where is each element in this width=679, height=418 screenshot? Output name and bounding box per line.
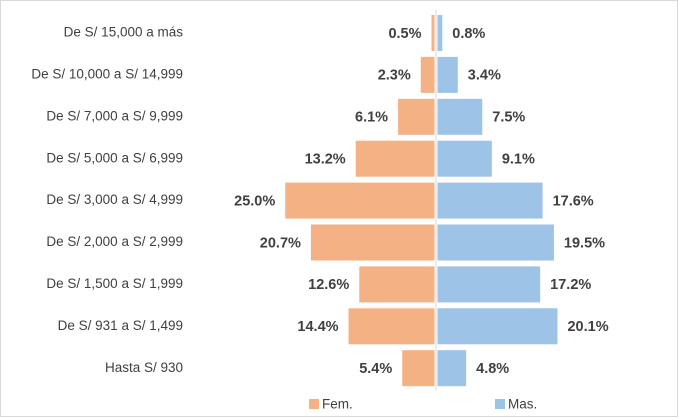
data-label: 6.1% xyxy=(355,110,388,126)
category-label: De S/ 5,000 a S/ 6,999 xyxy=(46,150,183,165)
bar xyxy=(355,140,435,177)
data-label: 13.2% xyxy=(305,152,346,168)
bar xyxy=(402,350,435,387)
bar xyxy=(310,224,435,261)
data-label: 3.4% xyxy=(468,68,501,84)
data-label: 17.6% xyxy=(553,193,594,209)
bar xyxy=(437,266,541,303)
data-label: 9.1% xyxy=(502,152,535,168)
data-label: 0.8% xyxy=(452,26,485,42)
bar xyxy=(437,56,458,93)
category-label: De S/ 15,000 a más xyxy=(64,25,184,40)
data-label: 20.1% xyxy=(567,319,608,335)
data-label: 5.4% xyxy=(359,361,392,377)
data-label: 7.5% xyxy=(492,110,525,126)
legend-label: Mas. xyxy=(508,397,537,412)
bar xyxy=(420,56,435,93)
data-label: 4.8% xyxy=(476,361,509,377)
bar xyxy=(437,98,483,135)
data-label: 0.5% xyxy=(388,26,421,42)
bar xyxy=(437,224,554,261)
bar xyxy=(431,15,435,51)
bar xyxy=(285,182,435,219)
data-label: 14.4% xyxy=(297,319,338,335)
bar xyxy=(437,15,443,51)
category-label: De S/ 2,000 a S/ 2,999 xyxy=(46,234,183,249)
data-label: 17.2% xyxy=(550,277,591,293)
data-label: 2.3% xyxy=(378,68,411,84)
category-label: De S/ 7,000 a S/ 9,999 xyxy=(46,108,183,123)
bar xyxy=(437,140,492,177)
category-label: De S/ 10,000 a S/ 14,999 xyxy=(31,66,183,81)
bar xyxy=(437,308,558,345)
legend-swatch xyxy=(495,399,505,409)
data-label: 12.6% xyxy=(308,277,349,293)
bar xyxy=(348,308,435,345)
category-label: Hasta S/ 930 xyxy=(105,360,183,375)
legend-swatch xyxy=(309,399,319,409)
bar xyxy=(398,98,435,135)
bar xyxy=(437,182,543,219)
legend-label: Fem. xyxy=(322,397,353,412)
category-label: De S/ 1,500 a S/ 1,999 xyxy=(46,276,183,291)
category-label: De S/ 931 a S/ 1,499 xyxy=(58,318,183,333)
category-label: De S/ 3,000 a S/ 4,999 xyxy=(46,192,183,207)
data-label: 25.0% xyxy=(234,193,275,209)
data-label: 19.5% xyxy=(564,235,605,251)
bar xyxy=(359,266,435,303)
bar xyxy=(437,350,467,387)
data-label: 20.7% xyxy=(260,235,301,251)
